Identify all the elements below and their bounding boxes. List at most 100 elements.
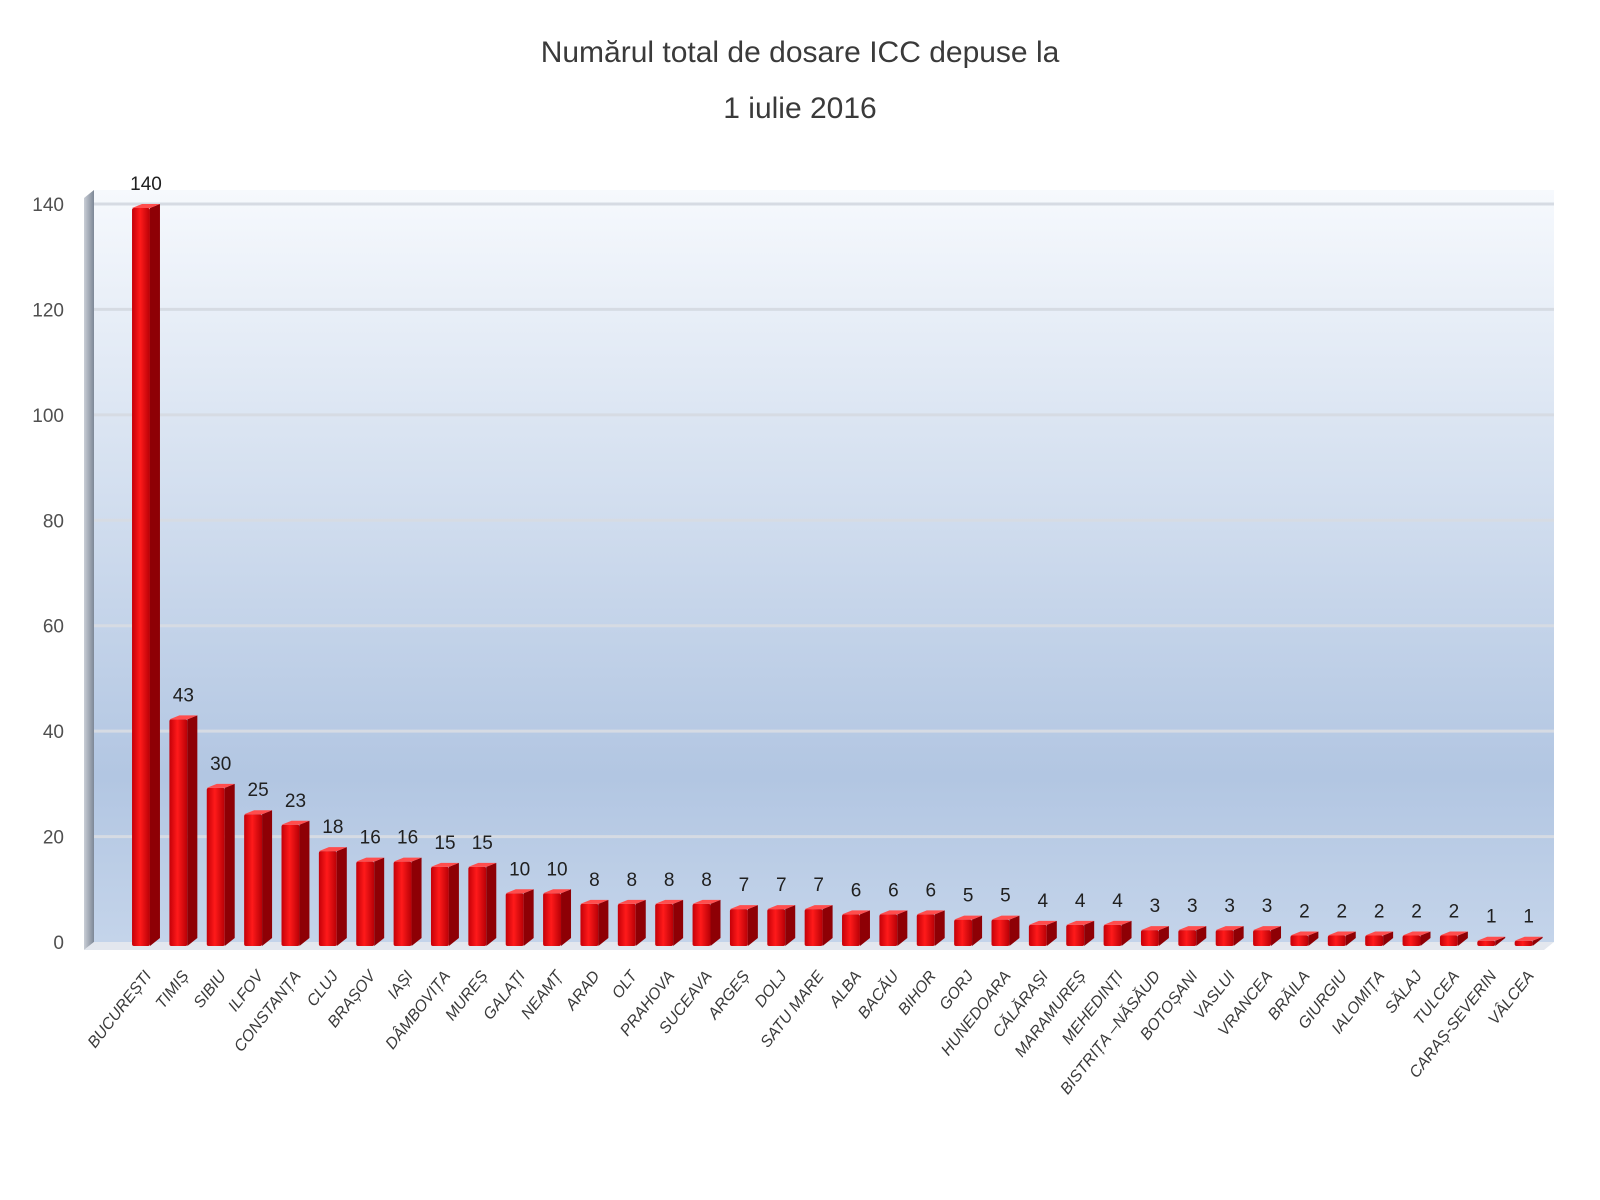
bar-top [132, 204, 160, 208]
plot-area [84, 190, 1554, 950]
data-label: 6 [925, 880, 936, 901]
data-label: 15 [472, 833, 493, 854]
bar-top [767, 905, 796, 910]
bar-face [1514, 940, 1533, 946]
bar [356, 857, 385, 946]
bar-side [1046, 920, 1057, 946]
bar-face [991, 919, 1010, 946]
bar-face [1028, 924, 1047, 946]
bar-top [1028, 920, 1057, 925]
x-tick-label: NEAMȚ [518, 967, 567, 1023]
bar-side [785, 905, 796, 946]
bar-face [356, 861, 375, 946]
bar-side [1308, 931, 1319, 946]
data-label: 2 [1411, 901, 1422, 922]
data-label: 8 [627, 870, 638, 891]
bar-face [318, 851, 337, 946]
bar-top [1514, 936, 1543, 941]
bar [954, 915, 983, 946]
bar-face [1215, 930, 1234, 946]
bar-face [617, 903, 636, 946]
bar-face [1402, 935, 1421, 946]
bar [767, 905, 796, 946]
bar-side [859, 910, 870, 946]
bars [132, 204, 1543, 946]
bar-side [1532, 936, 1543, 946]
bar-top [692, 899, 721, 904]
data-label: 18 [322, 817, 343, 838]
bar [430, 862, 459, 946]
data-label: 30 [210, 754, 231, 775]
data-label: 2 [1337, 901, 1348, 922]
bar-top [1290, 931, 1319, 936]
y-tick-label: 20 [43, 828, 64, 849]
data-label: 4 [1112, 891, 1123, 912]
data-label: 15 [434, 833, 455, 854]
bar-face [206, 787, 225, 946]
y-tick-label: 60 [43, 617, 64, 638]
bar [318, 847, 347, 946]
bar [1402, 931, 1431, 946]
bar-side [299, 820, 310, 946]
bar-face [879, 914, 898, 946]
bar [1514, 936, 1543, 946]
chart-title: Numărul total de dosare ICC depuse la [541, 36, 1060, 69]
bar [543, 889, 572, 946]
bar-top [393, 857, 422, 862]
bar-top [655, 899, 684, 904]
bar [1290, 931, 1319, 946]
bar-face [655, 903, 674, 946]
bar [1028, 920, 1057, 946]
bar-side [635, 899, 646, 946]
y-tick-label: 0 [53, 933, 64, 954]
bar-top [1327, 931, 1356, 936]
bar [1439, 931, 1468, 946]
data-label: 3 [1150, 896, 1161, 917]
bar-side [523, 889, 534, 946]
data-label: 2 [1299, 901, 1310, 922]
bar-top [1103, 920, 1132, 925]
bar-face [1253, 930, 1272, 946]
bar [169, 715, 198, 946]
y-tick-label: 140 [32, 195, 64, 216]
bar-face [729, 909, 748, 946]
bar [991, 915, 1020, 946]
bar-top [991, 915, 1020, 920]
bar-side [411, 857, 422, 946]
bar-top [954, 915, 983, 920]
bar-side [262, 810, 273, 946]
y-tick-label: 100 [32, 406, 64, 427]
bar-face [281, 824, 300, 946]
bar [1178, 926, 1207, 946]
bar-face [505, 893, 524, 946]
bar [729, 905, 758, 946]
bar-face [804, 909, 823, 946]
bar-top [505, 889, 534, 894]
x-tick-label: SIBIU [191, 968, 230, 1012]
data-label: 1 [1486, 907, 1497, 928]
bar-top [804, 905, 833, 910]
bar-face [1365, 935, 1384, 946]
bar-side [934, 910, 945, 946]
bar-top [1066, 920, 1095, 925]
bar-side [486, 862, 497, 946]
bar-top [1477, 936, 1506, 941]
bar [505, 889, 534, 946]
bar-side [1271, 926, 1282, 946]
bar [916, 910, 945, 946]
bar [804, 905, 833, 946]
bar-side [972, 915, 983, 946]
bar-side [710, 899, 721, 946]
bar-side [374, 857, 385, 946]
y-tick-label: 120 [32, 300, 64, 321]
bar-side [336, 847, 347, 946]
bar-top [1402, 931, 1431, 936]
bar-top [1365, 931, 1394, 936]
data-label: 10 [509, 859, 530, 880]
data-label: 7 [813, 875, 824, 896]
bar [1140, 926, 1169, 946]
x-tick-label: BIHOR [895, 968, 940, 1019]
bar-side [149, 204, 160, 946]
bar-side [1084, 920, 1095, 946]
